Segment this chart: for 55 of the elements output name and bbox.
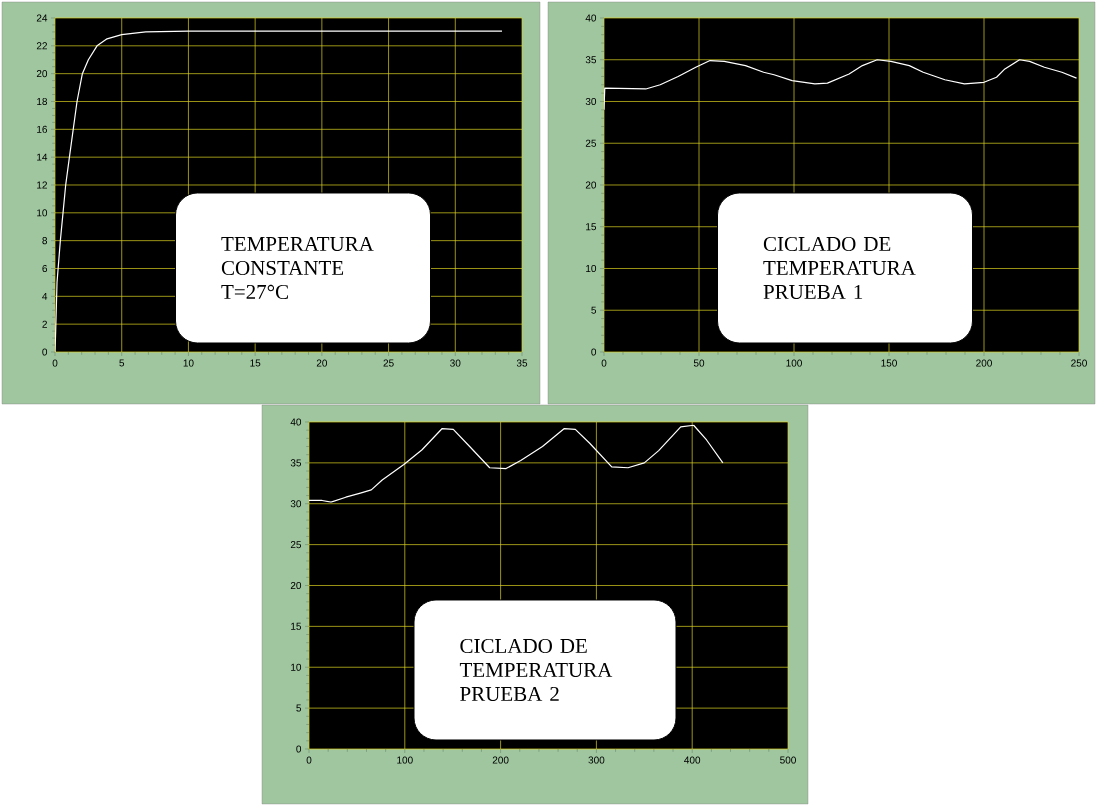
y-tick-label: 20 [585,181,597,189]
y-tick-label: 35 [290,459,302,467]
x-tick-label: 150 [881,359,897,367]
y-tick-label: 24 [36,14,48,22]
x-tick-label: 100 [397,756,413,764]
y-tick-label: 4 [42,292,48,300]
y-tick-label: 15 [291,622,302,630]
x-tick-label: 0 [306,756,312,764]
x-tick-label: 200 [976,359,992,367]
y-tick-label: 35 [585,56,597,64]
y-tick-label: 25 [585,139,597,147]
x-tick-label: 400 [684,756,701,764]
y-tick-label: 0 [42,348,48,356]
x-tick-label: 15 [250,359,261,367]
y-tick-label: 5 [296,704,302,712]
y-tick-label: 14 [37,153,48,161]
annotation: TEMPERATURA CONSTANTE T=27°C [221,236,374,300]
line-series [309,424,724,503]
x-tick-label: 25 [383,359,394,367]
x-tick-label: 5 [119,359,125,367]
x-tick-label: 200 [492,756,509,764]
y-tick-label: 30 [290,500,302,508]
y-tick-label: 20 [290,581,302,590]
y-tick-label: 30 [585,97,597,106]
y-tick-label: 16 [37,125,48,133]
x-tick-label: 30 [450,359,461,367]
y-tick-label: 40 [585,14,597,22]
y-tick-label: 15 [586,223,597,231]
y-tick-label: 20 [36,70,48,78]
y-tick-label: 12 [37,181,47,189]
x-tick-label: 500 [780,756,796,764]
x-tick-label: 10 [183,359,194,367]
x-tick-label: 0 [601,359,607,367]
y-tick-label: 40 [290,418,302,426]
annotation: CICLADO DE TEMPERATURA PRUEBA 1 [763,236,916,300]
y-tick-label: 0 [296,745,302,753]
x-tick-label: 50 [693,359,705,367]
y-tick-label: 10 [291,663,302,671]
x-tick-label: 35 [516,359,528,367]
annotation: CICLADO DE TEMPERATURA PRUEBA 2 [459,638,613,702]
x-tick-label: 100 [786,359,802,367]
x-tick-label: 300 [588,756,605,764]
y-tick-label: 18 [37,97,48,106]
y-tick-label: 22 [36,42,47,50]
x-tick-label: 250 [1071,359,1087,367]
y-tick-label: 10 [37,209,48,217]
x-tick-label: 20 [316,359,328,367]
y-tick-label: 8 [42,237,48,245]
y-tick-label: 5 [591,306,597,314]
y-tick-label: 25 [290,541,302,549]
y-tick-label: 6 [42,264,48,273]
y-tick-label: 2 [42,320,47,328]
y-tick-label: 0 [591,348,597,356]
y-tick-label: 10 [586,264,597,273]
x-tick-label: 0 [52,359,58,367]
